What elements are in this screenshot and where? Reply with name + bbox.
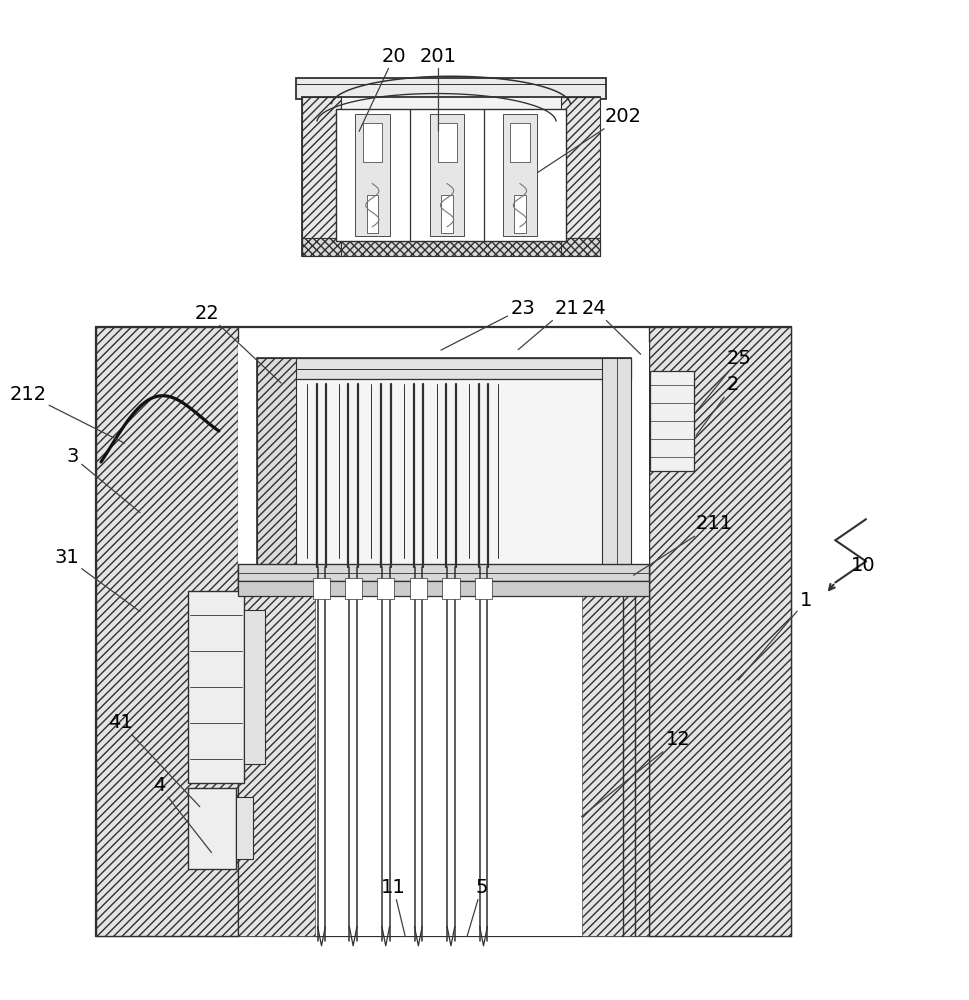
Text: 3: 3 xyxy=(67,447,140,513)
Bar xyxy=(296,78,606,99)
Bar xyxy=(257,358,631,379)
Bar xyxy=(366,195,378,233)
Bar xyxy=(429,114,464,236)
Bar xyxy=(514,195,525,233)
Text: 41: 41 xyxy=(108,713,200,807)
Bar xyxy=(602,358,631,567)
Bar xyxy=(302,238,599,256)
Text: 201: 201 xyxy=(420,47,456,131)
Text: 211: 211 xyxy=(633,514,732,575)
Bar xyxy=(437,123,456,162)
Bar xyxy=(302,97,340,256)
Bar xyxy=(96,327,237,936)
Bar xyxy=(442,578,459,599)
Bar xyxy=(510,123,529,162)
Text: 212: 212 xyxy=(10,385,124,443)
Text: 25: 25 xyxy=(696,349,751,412)
Bar xyxy=(377,578,394,599)
Text: 31: 31 xyxy=(54,548,140,611)
Text: 24: 24 xyxy=(580,299,640,354)
Bar xyxy=(649,371,694,471)
Bar xyxy=(313,578,329,599)
Bar xyxy=(441,195,453,233)
Text: 10: 10 xyxy=(850,556,874,575)
Bar xyxy=(335,109,565,241)
Bar xyxy=(96,327,791,936)
Text: 5: 5 xyxy=(467,878,487,936)
Bar xyxy=(502,114,537,236)
Bar xyxy=(475,578,491,599)
Text: 23: 23 xyxy=(441,299,535,350)
Bar xyxy=(302,238,599,256)
Text: 22: 22 xyxy=(194,304,281,383)
Bar xyxy=(561,97,599,256)
Bar xyxy=(648,327,791,936)
Bar xyxy=(188,591,243,783)
Bar xyxy=(362,123,382,162)
Text: 20: 20 xyxy=(359,47,406,131)
Text: 12: 12 xyxy=(581,730,690,817)
Bar xyxy=(409,578,426,599)
Text: 202: 202 xyxy=(537,107,641,173)
Bar xyxy=(237,581,648,596)
Bar xyxy=(355,114,390,236)
Bar xyxy=(188,788,235,869)
Bar xyxy=(302,97,340,256)
Bar xyxy=(257,358,296,567)
Bar xyxy=(302,97,599,256)
Text: 4: 4 xyxy=(153,776,211,853)
Bar xyxy=(243,610,265,764)
Bar xyxy=(257,358,296,567)
Text: 2: 2 xyxy=(696,375,738,435)
Bar xyxy=(257,358,631,567)
Bar xyxy=(235,797,253,859)
Bar xyxy=(648,327,791,936)
Bar xyxy=(344,578,361,599)
Bar xyxy=(237,567,315,936)
Bar xyxy=(237,342,648,936)
Bar xyxy=(96,327,237,936)
Bar xyxy=(237,564,648,581)
Text: 21: 21 xyxy=(517,299,578,350)
Text: 11: 11 xyxy=(381,878,405,936)
Bar xyxy=(581,567,648,936)
Bar xyxy=(561,97,599,256)
Text: 1: 1 xyxy=(737,591,811,680)
